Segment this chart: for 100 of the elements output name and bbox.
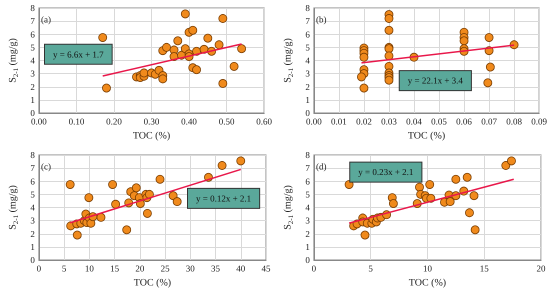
y-tick-label: 3	[305, 68, 310, 79]
x-tick-label: 0	[312, 263, 317, 273]
y-tick-label: 0	[30, 254, 36, 264]
y-tick-label: 8	[30, 3, 36, 13]
annotation: y = 6.6x + 1.7	[53, 49, 104, 60]
point	[96, 212, 106, 222]
y-tick-label: 2	[305, 82, 310, 92]
y-tick-label: 5	[30, 188, 36, 199]
point	[203, 34, 212, 43]
y-tick-label: 1	[30, 241, 35, 252]
point	[460, 36, 468, 46]
x-tick-label: 0.20	[106, 116, 122, 126]
x-tick-label: 20	[135, 263, 145, 273]
point	[140, 68, 148, 78]
text: (d)	[316, 161, 326, 171]
y-tick-label: 7	[30, 16, 36, 26]
point	[415, 182, 424, 192]
y-tick-label: 0	[30, 108, 36, 118]
y-tick-label: 6	[305, 29, 310, 40]
point	[360, 84, 368, 92]
x-tick-label: 0.08	[506, 116, 522, 126]
x-tick-label: 0.01	[331, 116, 347, 126]
y-tick-label: 1	[305, 241, 310, 252]
point	[192, 65, 201, 74]
point	[162, 42, 171, 52]
point	[173, 36, 182, 46]
point	[388, 198, 398, 208]
point	[122, 224, 132, 234]
x-tick-label: 0.07	[481, 116, 498, 126]
text: (b)	[316, 14, 326, 24]
annotation: y = 22.1x + 3.4	[408, 76, 464, 86]
point	[501, 160, 510, 170]
point	[470, 190, 478, 200]
point	[218, 79, 228, 88]
y-tick-label: 8	[30, 150, 36, 160]
y-tick-label: 5	[30, 42, 36, 52]
x-axis-title: TOC (%)	[408, 277, 446, 288]
point	[102, 84, 111, 92]
x-tick-label: 0.50	[218, 116, 235, 126]
point	[180, 10, 190, 18]
x-tick-label: 10	[422, 263, 432, 273]
x-axis-title: TOC (%)	[134, 277, 172, 288]
y-tick-label: 4	[305, 202, 310, 212]
point	[451, 174, 460, 184]
x-tick-label: 15	[110, 263, 120, 273]
x-tick-label: 0.30	[144, 116, 160, 126]
x-tick-label: 0.60	[256, 116, 272, 126]
point	[384, 14, 394, 23]
x-tick-label: 0.03	[381, 116, 398, 126]
point	[72, 230, 82, 239]
y-tick-label: 4	[305, 56, 310, 66]
point	[66, 180, 75, 188]
x-tick-label: 45	[262, 263, 271, 273]
x-tick-label: 25	[160, 263, 170, 273]
point	[507, 156, 516, 165]
point	[465, 208, 474, 217]
point	[484, 33, 494, 42]
point	[446, 196, 455, 206]
y-tick-label: 4	[30, 56, 36, 66]
y-tick-label: 4	[30, 202, 36, 212]
x-tick-label: 20	[536, 263, 546, 273]
x-axis-title: TOC (%)	[132, 130, 170, 142]
point	[483, 78, 492, 88]
point	[143, 208, 152, 218]
y-tick-label: 6	[30, 29, 36, 40]
x-tick-label: 10	[84, 263, 94, 273]
y-tick-label: 8	[305, 3, 310, 13]
point	[360, 52, 368, 62]
x-tick-label: 0	[36, 263, 42, 273]
y-tick-label: 3	[305, 215, 310, 226]
point	[218, 14, 228, 23]
point	[98, 33, 108, 42]
x-tick-label: 35	[211, 263, 221, 273]
y-tick-label: 3	[30, 68, 36, 79]
x-tick-label: 5	[368, 263, 374, 273]
x-tick-label: 0.06	[456, 116, 472, 126]
point	[188, 26, 198, 35]
point	[384, 52, 394, 60]
point	[384, 26, 394, 35]
point	[214, 40, 224, 50]
x-tick-label: 0.00	[31, 116, 48, 126]
point	[108, 180, 117, 188]
y-tick-label: 0	[305, 254, 310, 264]
point	[470, 224, 480, 234]
x-tick-label: 30	[186, 263, 196, 273]
y-tick-label: 7	[305, 162, 310, 173]
x-tick-label: 0.02	[356, 116, 372, 126]
point	[172, 196, 182, 206]
annotation: y = 0.23x + 2.1	[358, 166, 414, 177]
y-tick-label: 5	[305, 188, 310, 199]
text: (a)	[41, 14, 51, 24]
x-tick-label: 40	[236, 263, 246, 273]
point	[486, 62, 495, 72]
x-tick-label: 0.40	[181, 116, 198, 126]
point	[360, 230, 370, 239]
point	[218, 160, 226, 170]
y-tick-label: 2	[30, 228, 35, 238]
annotation: y = 0.12x + 2.1	[196, 192, 252, 203]
point	[111, 199, 120, 208]
y-tick-label: 8	[305, 150, 310, 160]
